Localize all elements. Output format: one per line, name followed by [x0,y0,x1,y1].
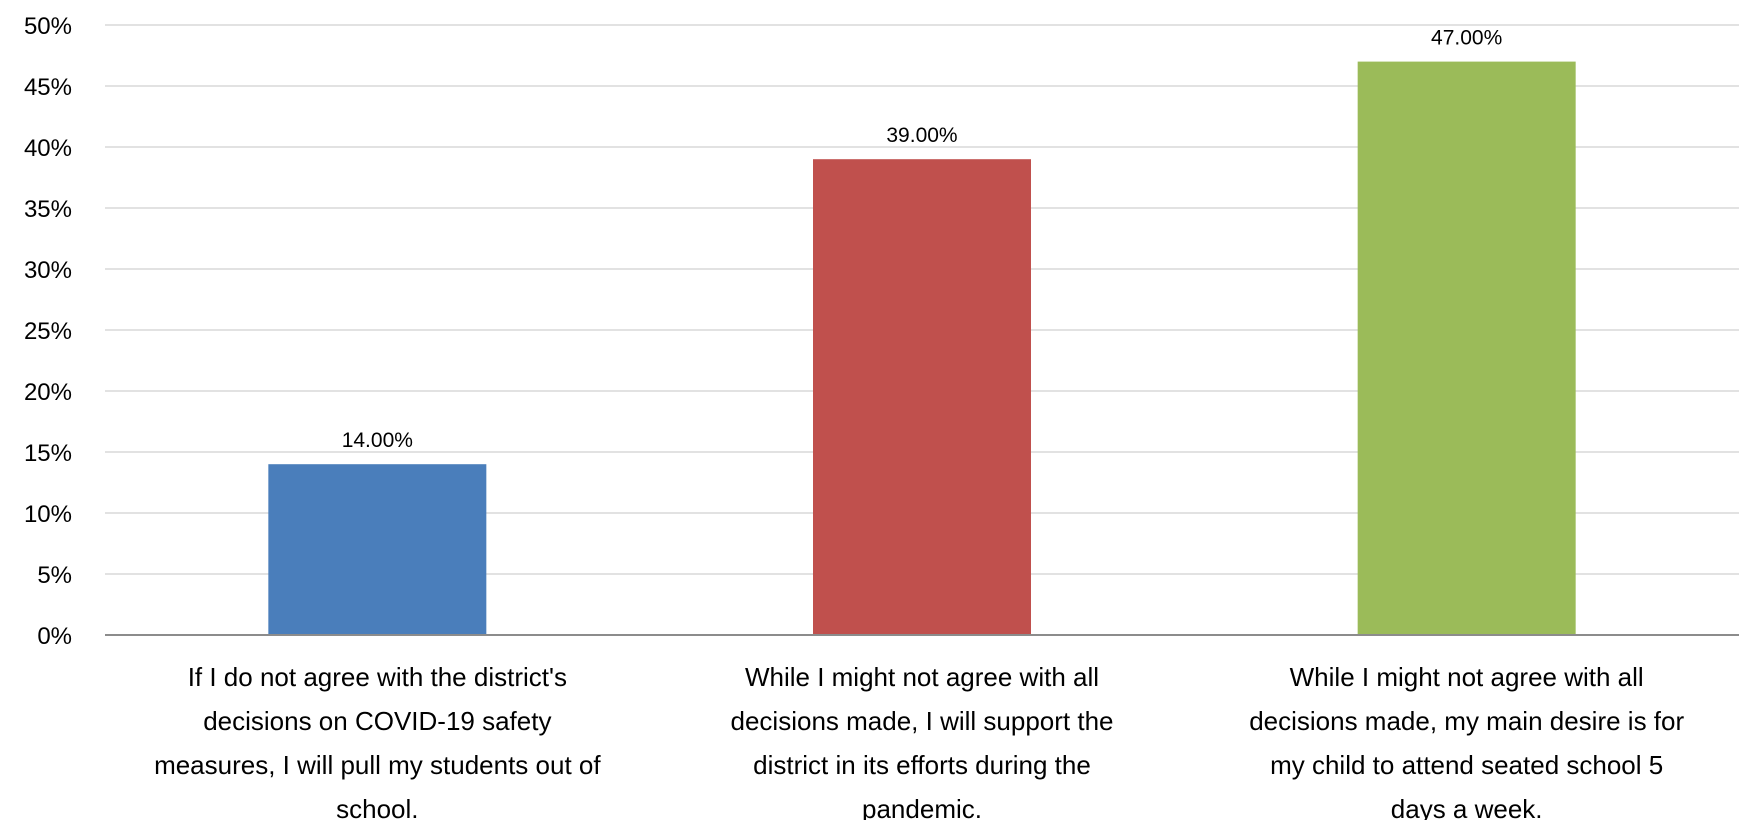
y-tick-label: 25% [24,318,72,345]
data-label: 14.00% [342,429,413,452]
x-axis: If I do not agree with the district's dec… [105,634,1739,820]
y-tick-label: 30% [24,257,72,284]
bar [268,464,487,635]
x-category-label-line: pandemic. [862,794,982,820]
x-category-label-line: measures, I will pull my students out of [154,750,601,780]
x-category-label: If I do not agree with the district's dec… [154,662,601,820]
bars [268,61,1576,636]
x-category-label-line: decisions on COVID-19 safety [203,706,551,736]
y-tick-label: 15% [24,440,72,467]
data-labels: 14.00% 39.00% 47.00% [342,27,1503,453]
bar [1357,61,1576,636]
data-label: 47.00% [1431,27,1502,50]
data-label: 39.00% [886,124,957,147]
x-category-label-line: While I might not agree with all [1290,662,1644,692]
y-tick-label: 50% [24,13,72,40]
y-tick-label: 5% [37,562,72,589]
x-category-label-line: my child to attend seated school 5 [1270,750,1663,780]
y-tick-label: 0% [37,623,72,650]
x-category-label: While I might not agree with all decision… [1249,662,1684,820]
y-tick-label: 10% [24,501,72,528]
x-category-label-line: school. [336,794,418,820]
x-category-label: While I might not agree with all decision… [731,662,1114,820]
y-tick-label: 20% [24,379,72,406]
x-category-label-line: days a week. [1391,794,1543,820]
bar [813,159,1031,635]
x-category-label-line: If I do not agree with the district's [188,662,567,692]
x-category-label-line: decisions made, my main desire is for [1249,706,1684,736]
y-tick-label: 35% [24,196,72,223]
x-category-label-line: While I might not agree with all [745,662,1099,692]
y-tick-label: 45% [24,74,72,101]
y-axis: 0% 5% 10% 15% 20% 25% 30% 35% 40% 45% 50% [24,13,72,650]
y-tick-label: 40% [24,135,72,162]
x-category-label-line: decisions made, I will support the [731,706,1114,736]
x-category-label-line: district in its efforts during the [753,750,1091,780]
